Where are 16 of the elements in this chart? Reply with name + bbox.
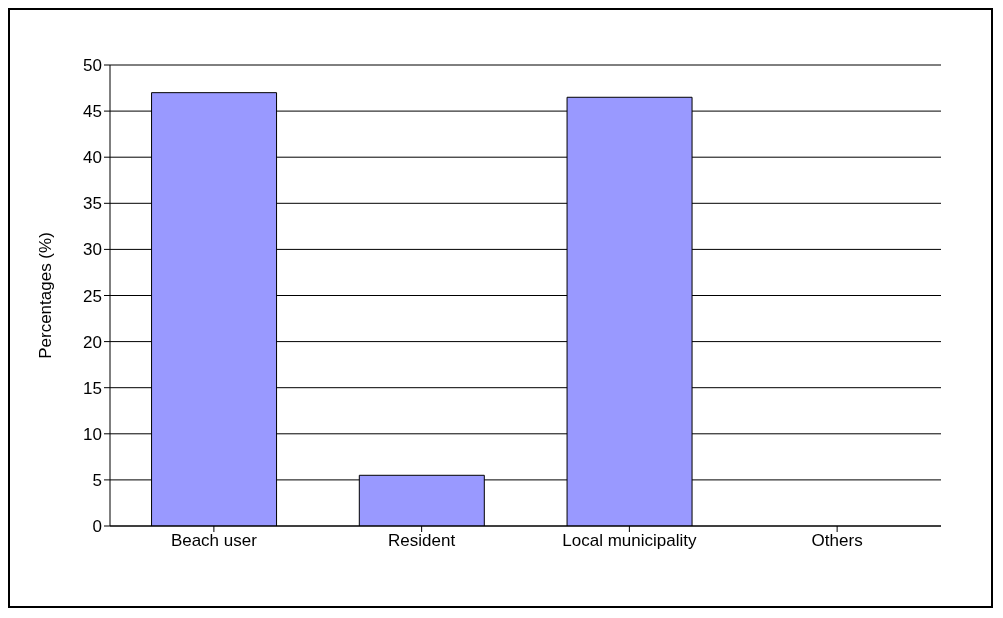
y-axis-title: Percentages (%) (36, 232, 56, 359)
y-tick-label: 35 (83, 194, 102, 214)
x-tick-label: Local municipality (562, 531, 697, 551)
y-tick-label: 0 (92, 517, 102, 537)
y-tick-label: 25 (83, 286, 102, 306)
y-tick-label: 40 (83, 148, 102, 168)
y-tick-label: 45 (83, 102, 102, 122)
x-tick-label: Beach user (170, 531, 258, 551)
y-tick-label: 15 (83, 378, 102, 398)
x-tick-label: Others (811, 531, 863, 551)
x-tick-label: Resident (388, 531, 456, 551)
y-tick-label: 30 (83, 240, 102, 260)
y-tick-label: 10 (83, 424, 102, 444)
y-tick-label: 20 (83, 332, 102, 352)
y-tick-label: 50 (83, 56, 102, 76)
y-tick-label: 5 (92, 470, 102, 490)
